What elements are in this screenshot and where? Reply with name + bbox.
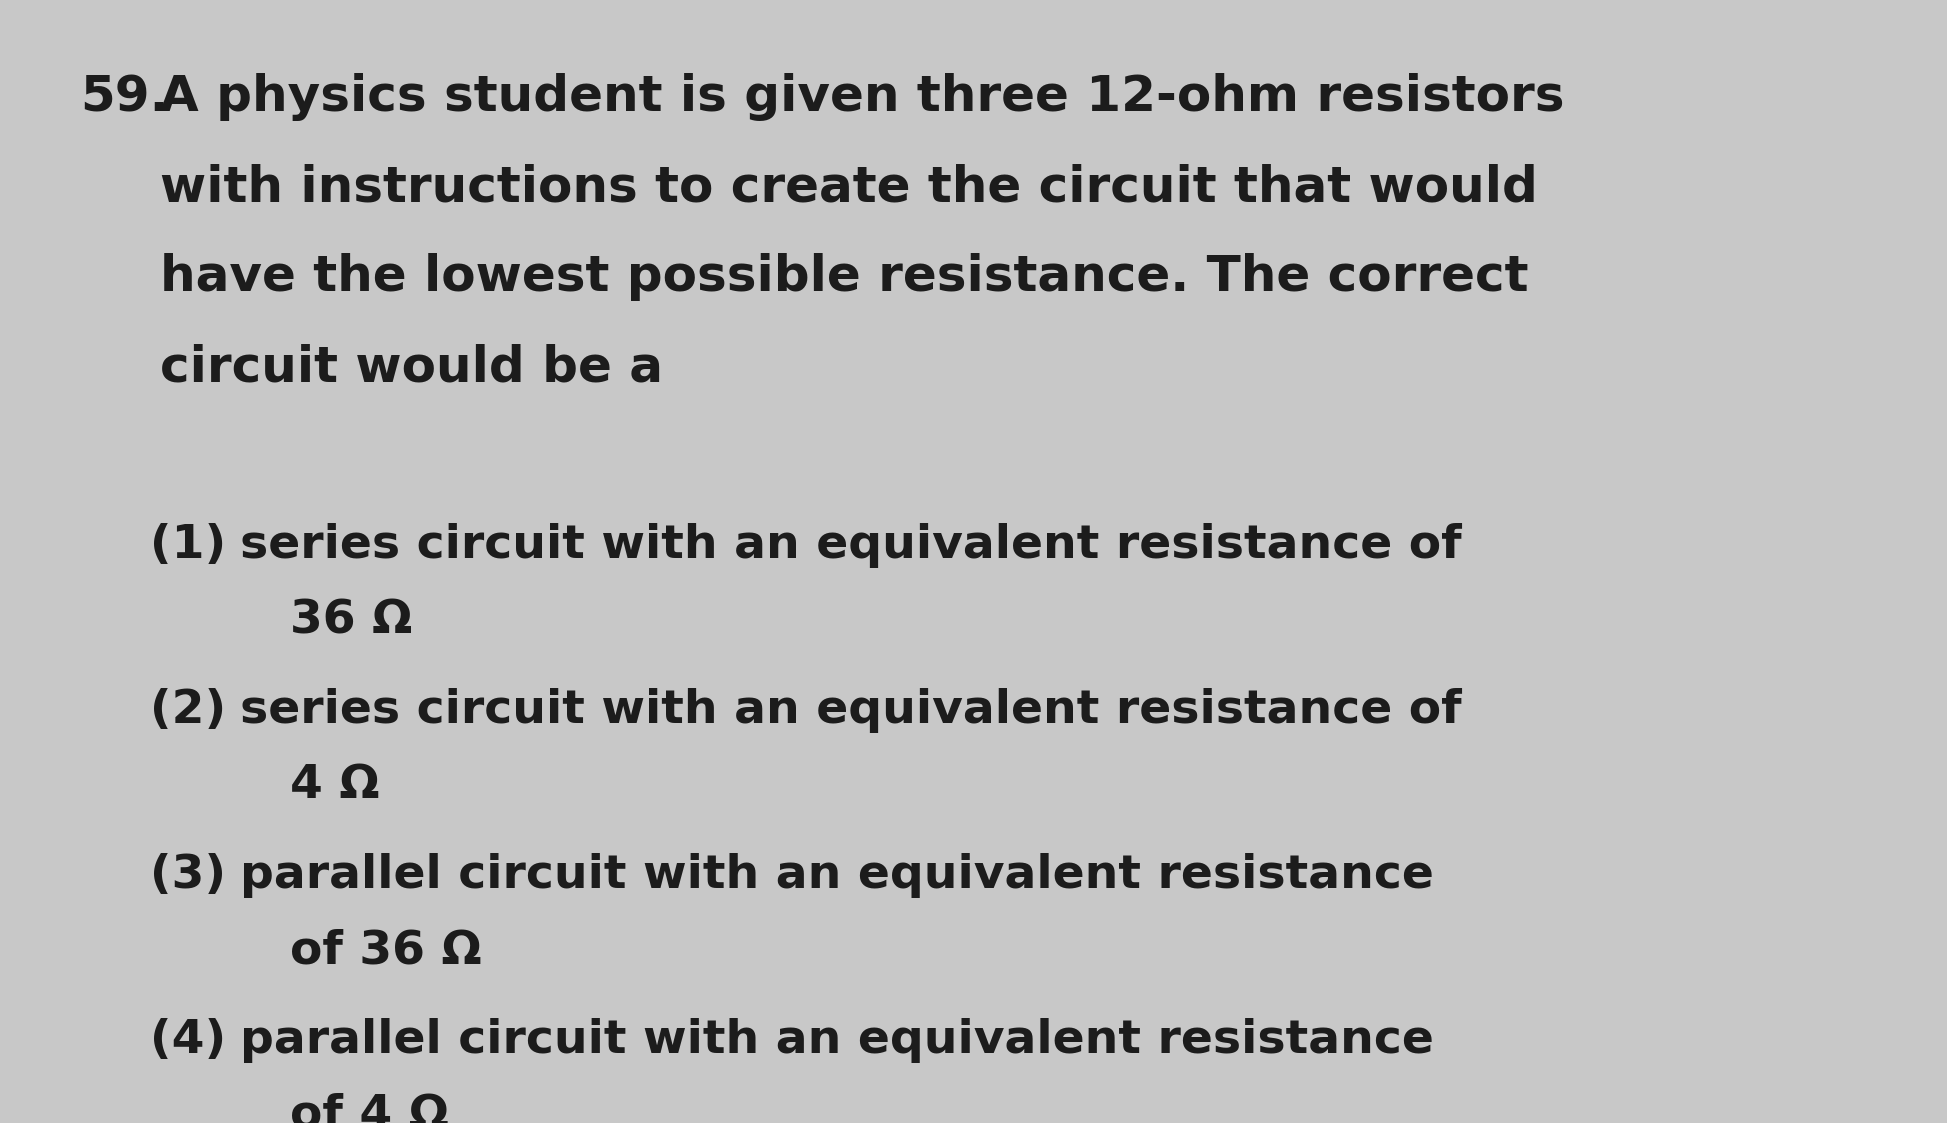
Text: series circuit with an equivalent resistance of: series circuit with an equivalent resist…: [239, 688, 1462, 733]
Text: 59.: 59.: [80, 73, 169, 121]
Text: with instructions to create the circuit that would: with instructions to create the circuit …: [160, 163, 1538, 211]
Text: (4): (4): [150, 1019, 226, 1063]
Text: parallel circuit with an equivalent resistance: parallel circuit with an equivalent resi…: [239, 853, 1433, 898]
Text: 4 Ω: 4 Ω: [290, 763, 380, 809]
Text: circuit would be a: circuit would be a: [160, 343, 664, 391]
Text: (3): (3): [150, 853, 226, 898]
Text: (1): (1): [150, 523, 226, 568]
Text: A physics student is given three 12-ohm resistors: A physics student is given three 12-ohm …: [160, 73, 1565, 121]
Text: 36 Ω: 36 Ω: [290, 599, 413, 643]
Text: of 36 Ω: of 36 Ω: [290, 928, 481, 973]
Text: series circuit with an equivalent resistance of: series circuit with an equivalent resist…: [239, 523, 1462, 568]
Text: of 4 Ω: of 4 Ω: [290, 1093, 450, 1123]
Text: parallel circuit with an equivalent resistance: parallel circuit with an equivalent resi…: [239, 1019, 1433, 1063]
Text: (2): (2): [150, 688, 226, 733]
Text: have the lowest possible resistance. The correct: have the lowest possible resistance. The…: [160, 253, 1528, 301]
